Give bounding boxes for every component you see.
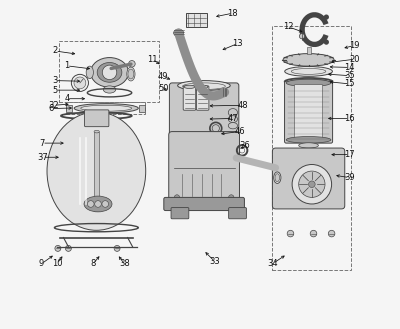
Text: 8: 8: [90, 259, 96, 268]
Ellipse shape: [127, 67, 135, 81]
Text: 35: 35: [344, 71, 355, 80]
Circle shape: [229, 195, 234, 200]
Text: 39: 39: [344, 173, 355, 182]
Ellipse shape: [47, 112, 146, 230]
Circle shape: [174, 195, 180, 200]
Text: 6: 6: [49, 104, 54, 113]
Text: 17: 17: [344, 150, 355, 159]
Bar: [306, 47, 310, 54]
Ellipse shape: [84, 196, 112, 212]
Circle shape: [299, 34, 305, 39]
Circle shape: [74, 77, 86, 89]
Text: 18: 18: [228, 9, 238, 18]
Text: 20: 20: [349, 55, 360, 64]
Circle shape: [324, 14, 329, 20]
Circle shape: [114, 245, 120, 251]
Ellipse shape: [178, 81, 230, 90]
Circle shape: [129, 61, 135, 67]
Text: 49: 49: [158, 72, 168, 81]
Ellipse shape: [286, 79, 331, 87]
Ellipse shape: [275, 174, 280, 182]
FancyBboxPatch shape: [171, 208, 189, 219]
FancyBboxPatch shape: [169, 132, 240, 204]
Ellipse shape: [221, 87, 228, 97]
Circle shape: [95, 201, 101, 207]
FancyBboxPatch shape: [164, 197, 244, 211]
Text: 16: 16: [344, 114, 355, 123]
FancyBboxPatch shape: [183, 86, 196, 110]
FancyBboxPatch shape: [284, 81, 332, 143]
Text: 12: 12: [284, 22, 294, 32]
Text: 36: 36: [239, 141, 250, 150]
Circle shape: [102, 201, 108, 207]
Text: 2: 2: [53, 46, 58, 56]
Text: 9: 9: [39, 259, 44, 268]
FancyBboxPatch shape: [229, 208, 246, 219]
Text: 13: 13: [232, 39, 243, 48]
Text: 5: 5: [53, 86, 58, 95]
Circle shape: [287, 230, 294, 237]
Text: 48: 48: [238, 101, 248, 110]
Ellipse shape: [228, 122, 238, 129]
Text: 47: 47: [228, 114, 238, 123]
Text: 32: 32: [48, 101, 59, 110]
FancyBboxPatch shape: [84, 110, 109, 127]
FancyBboxPatch shape: [170, 83, 239, 136]
FancyBboxPatch shape: [272, 148, 345, 209]
Text: 34: 34: [267, 259, 278, 268]
Text: 46: 46: [234, 127, 245, 136]
Ellipse shape: [274, 172, 281, 184]
Ellipse shape: [228, 116, 238, 122]
Text: 38: 38: [119, 259, 130, 268]
Text: 15: 15: [344, 79, 355, 89]
Ellipse shape: [184, 85, 195, 89]
Circle shape: [308, 181, 315, 188]
FancyBboxPatch shape: [196, 86, 209, 110]
Circle shape: [292, 164, 332, 204]
Ellipse shape: [86, 66, 94, 79]
Text: 10: 10: [52, 259, 62, 268]
Ellipse shape: [94, 130, 99, 133]
Ellipse shape: [286, 137, 331, 143]
FancyBboxPatch shape: [294, 85, 323, 141]
Ellipse shape: [299, 143, 318, 148]
Ellipse shape: [197, 85, 208, 89]
Ellipse shape: [103, 86, 116, 93]
Text: 1: 1: [64, 61, 69, 70]
Text: 11: 11: [147, 55, 158, 64]
Ellipse shape: [285, 66, 332, 76]
Bar: [139, 105, 145, 112]
Bar: [94, 132, 99, 211]
Circle shape: [55, 245, 61, 251]
Ellipse shape: [128, 69, 134, 79]
Circle shape: [66, 245, 71, 251]
Text: 14: 14: [344, 63, 355, 72]
Circle shape: [310, 230, 317, 237]
Circle shape: [102, 65, 117, 80]
Circle shape: [71, 74, 88, 91]
Text: 50: 50: [158, 84, 168, 93]
Ellipse shape: [283, 54, 334, 66]
Text: 7: 7: [39, 139, 45, 148]
Text: 19: 19: [349, 41, 360, 50]
Ellipse shape: [228, 109, 238, 116]
Text: 37: 37: [37, 153, 48, 162]
Bar: [66, 105, 72, 112]
Ellipse shape: [74, 104, 138, 113]
Circle shape: [324, 39, 329, 45]
Circle shape: [328, 230, 335, 237]
FancyBboxPatch shape: [186, 13, 206, 27]
Ellipse shape: [91, 58, 128, 87]
Text: 33: 33: [210, 257, 220, 266]
Circle shape: [88, 201, 94, 207]
Text: 4: 4: [64, 94, 69, 103]
Ellipse shape: [97, 63, 122, 82]
Ellipse shape: [174, 29, 184, 37]
Circle shape: [299, 171, 325, 197]
Ellipse shape: [81, 105, 132, 111]
Text: 3: 3: [52, 76, 58, 85]
